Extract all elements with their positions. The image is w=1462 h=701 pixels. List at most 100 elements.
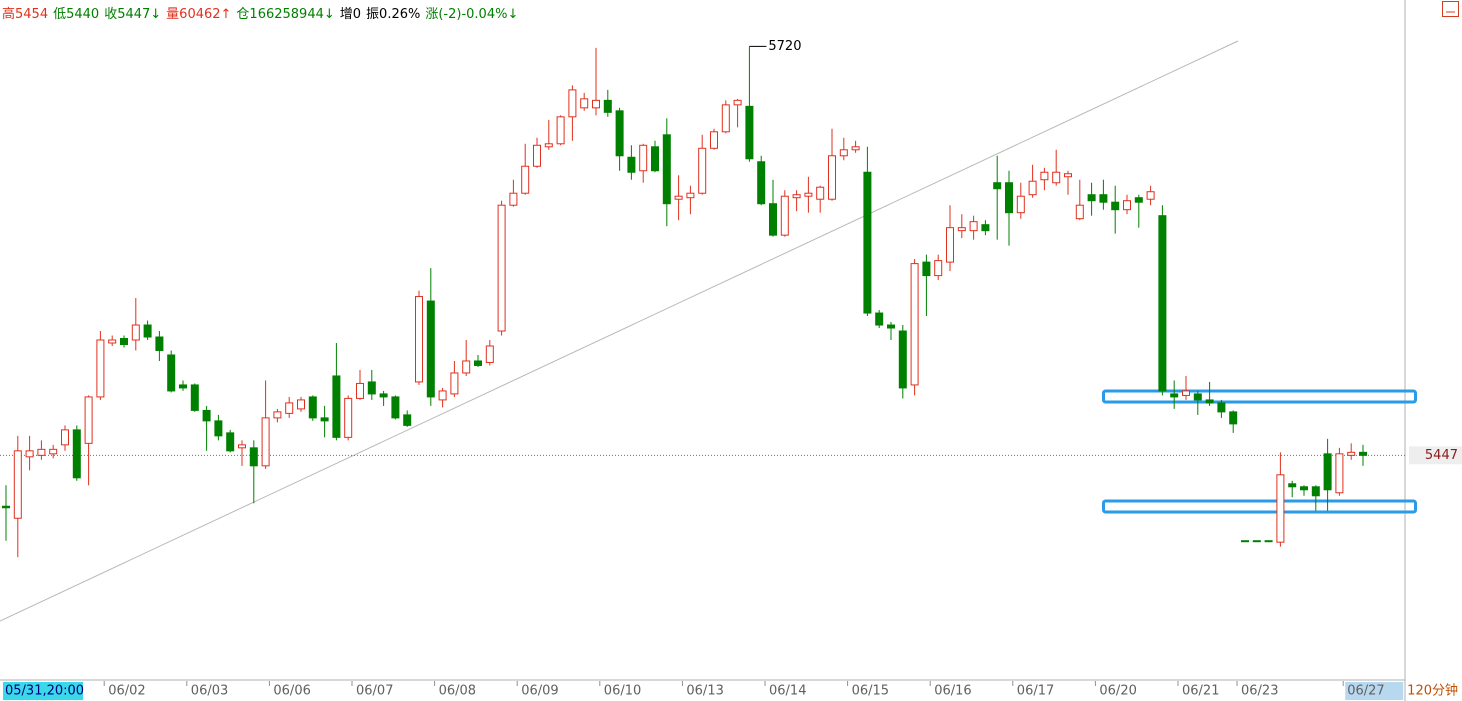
candle-body: [367, 381, 376, 395]
candle-body: [379, 393, 388, 398]
window-icon[interactable]: [1442, 1, 1459, 17]
candle-body: [261, 417, 270, 467]
candle-body: [344, 397, 353, 438]
candle-body: [96, 339, 105, 398]
candle-body: [1300, 486, 1308, 491]
candle-body: [828, 155, 836, 200]
candle-body: [403, 414, 412, 426]
candle-body: [757, 161, 766, 205]
max-label: 5720: [768, 39, 801, 54]
x-tick-label: 06/14: [769, 684, 806, 699]
candle-body: [450, 372, 459, 395]
candle-body: [780, 195, 789, 236]
candle-body: [686, 192, 695, 199]
candle-body: [898, 330, 907, 389]
x-tick-label: 06/09: [521, 684, 558, 699]
candle-body: [415, 296, 423, 383]
candle-body: [1311, 486, 1320, 497]
candle-body: [120, 338, 128, 345]
candle-body: [1016, 195, 1025, 214]
candle-body: [426, 300, 435, 398]
candle-body: [1335, 453, 1344, 494]
candle-body: [533, 144, 541, 167]
candle-body: [1182, 390, 1190, 396]
candle-body: [651, 146, 659, 172]
candle-body: [202, 409, 211, 422]
candle-body: [521, 165, 530, 194]
candle-body: [745, 105, 754, 160]
candle-body: [957, 227, 966, 232]
info-item: 收5447↓: [104, 7, 162, 22]
candle-body: [603, 99, 612, 113]
x-tick-label: 06/27: [1347, 684, 1384, 699]
x-tick-label: 06/15: [852, 684, 889, 699]
candle-body: [887, 324, 895, 329]
candle-body: [179, 384, 187, 389]
candle-body: [1111, 201, 1120, 211]
candle-body: [1064, 173, 1072, 178]
candle-body: [497, 204, 506, 332]
candle-body: [1158, 215, 1167, 392]
candle-body: [1170, 393, 1179, 398]
cursor-date-bg: [1345, 682, 1404, 700]
candle-body: [1193, 393, 1202, 401]
cursor-time-bg: [3, 682, 83, 700]
candle-body: [969, 221, 978, 232]
candle-body: [721, 104, 730, 133]
info-item: 涨(-2)-0.04%↓: [425, 7, 519, 22]
candle-body: [108, 339, 117, 344]
candle-body: [356, 382, 364, 399]
candle-body: [1028, 180, 1037, 196]
period-label: 120分钟: [1407, 683, 1458, 699]
candle-body: [910, 263, 919, 386]
candle-body: [1276, 474, 1285, 543]
candle-body: [1075, 204, 1084, 220]
candle-body: [13, 450, 22, 519]
candle-body: [804, 192, 813, 197]
candle-body: [462, 360, 471, 374]
candle-body: [1359, 451, 1367, 456]
candle-body: [143, 324, 152, 338]
candle-body: [1241, 540, 1249, 543]
x-tick-label: 06/03: [191, 684, 228, 699]
candle-body: [155, 336, 164, 351]
candle-body: [1229, 411, 1238, 425]
candle-body: [1005, 182, 1013, 214]
candle-body: [851, 146, 860, 151]
candle-body: [297, 399, 305, 410]
x-tick-label: 06/13: [686, 684, 723, 699]
x-tick-label: 05/31,20:00: [5, 684, 84, 699]
candle-body: [816, 186, 825, 200]
candle-body: [769, 203, 777, 236]
candle-body: [1099, 194, 1108, 203]
x-tick-label: 06/16: [934, 684, 971, 699]
candle-body: [249, 447, 258, 467]
candle-body: [1052, 171, 1061, 184]
candle-body: [580, 98, 589, 109]
candle-body: [238, 444, 246, 449]
candle-body: [733, 99, 742, 106]
info-item: 仓166258944↓: [236, 7, 335, 22]
x-tick-label: 06/06: [273, 684, 310, 699]
candle-body: [2, 505, 10, 509]
candle-body: [438, 390, 447, 401]
candle-body: [226, 432, 235, 452]
trend-line: [0, 40, 1239, 622]
candle-body: [474, 360, 482, 366]
candle-body: [214, 420, 223, 437]
candle-body: [544, 143, 553, 148]
candle-body: [1264, 540, 1273, 543]
candle-body: [320, 417, 329, 422]
candle-body: [946, 227, 954, 263]
candle-body: [167, 354, 176, 392]
info-bar: 高5454 低5440 收5447↓ 量60462↑ 仓166258944↓ 增0 振0.2…: [2, 3, 523, 22]
candle-body: [391, 396, 400, 419]
candle-body: [1252, 540, 1261, 543]
x-tick-label: 06/10: [604, 684, 641, 699]
x-tick-label: 06/17: [1017, 684, 1054, 699]
candle-body: [1087, 194, 1096, 202]
candle-body: [710, 131, 718, 149]
candle-body: [61, 429, 69, 446]
x-tick-label: 06/02: [108, 684, 145, 699]
